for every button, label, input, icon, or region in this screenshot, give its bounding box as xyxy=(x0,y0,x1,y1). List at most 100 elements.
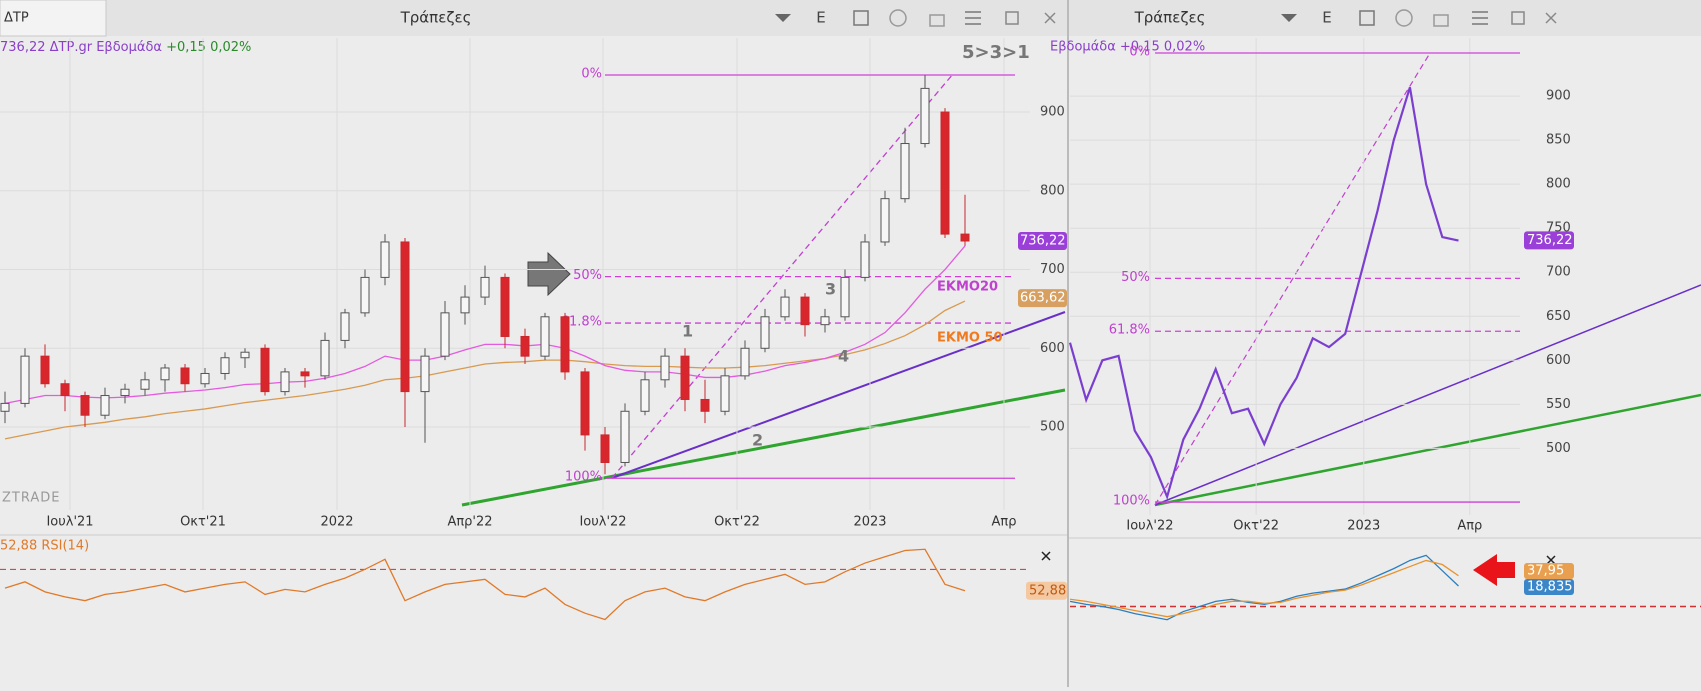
candle-body xyxy=(340,312,350,341)
price-line xyxy=(1068,86,1459,501)
price-tag-label: 663,62 xyxy=(1020,291,1066,306)
y-tick-label: 600 xyxy=(1040,341,1065,356)
candle-body xyxy=(900,143,910,200)
right-toolbar xyxy=(1069,0,1701,36)
candle-body xyxy=(840,276,850,318)
menu-button[interactable] xyxy=(965,11,981,25)
fib-label: 50% xyxy=(573,268,602,283)
trendline xyxy=(461,388,1066,507)
candle-body xyxy=(420,355,430,393)
panel-button[interactable] xyxy=(1359,10,1375,26)
dropdown[interactable] xyxy=(775,14,791,22)
close-pane[interactable] xyxy=(1546,555,1556,565)
e-button[interactable]: E xyxy=(1322,9,1331,27)
rsi-tag-label: 52,88 xyxy=(1029,583,1066,598)
candle-body xyxy=(880,198,890,243)
x-tick-label: Απρ xyxy=(1457,519,1482,534)
candle-body xyxy=(580,371,590,436)
x-tick-label: Απρ xyxy=(992,515,1017,530)
fib-label: 100% xyxy=(1113,494,1150,509)
ema20-line xyxy=(4,245,966,405)
candle-body xyxy=(820,316,830,326)
candle-body xyxy=(760,316,770,349)
wave-annotation: 1 xyxy=(682,322,693,341)
close-button[interactable] xyxy=(1044,12,1056,24)
info-line: Εβδομάδα +0,15 0,02% xyxy=(1050,40,1205,55)
candle-body xyxy=(620,410,630,463)
candle-body xyxy=(460,296,470,314)
candle-body xyxy=(540,316,550,357)
pointer-arrow xyxy=(527,251,571,297)
rsi-tag xyxy=(1026,581,1067,600)
fib-diagonal xyxy=(611,73,954,479)
wave-annotation: 4 xyxy=(838,347,849,366)
price-tag-label: 736,22 xyxy=(1527,233,1573,248)
candle-body xyxy=(920,87,930,145)
e-button[interactable]: E xyxy=(816,9,825,27)
candle-body xyxy=(160,367,170,381)
symbol-tab[interactable] xyxy=(0,0,107,37)
info-price: 736,22 xyxy=(0,40,46,55)
info-period: Εβδομάδα xyxy=(96,40,162,55)
price-tag xyxy=(1524,231,1574,250)
rsi-line xyxy=(4,548,966,621)
x-tick-label: 2022 xyxy=(320,515,353,530)
ema20-label: ΕΚΜΟ20 xyxy=(937,280,998,295)
quote-button[interactable] xyxy=(889,9,907,27)
symbol-tab-label: ΔΤΡ xyxy=(4,11,29,26)
wave-annotation: 5>3>1 xyxy=(962,42,1030,63)
candle-body xyxy=(20,355,30,404)
candle-body xyxy=(60,383,70,397)
candle-body xyxy=(800,296,810,326)
y-tick-label: 650 xyxy=(1546,309,1571,324)
rsi-title: 52,88 RSI(14) xyxy=(0,539,89,554)
candle-body xyxy=(280,371,290,393)
x-tick-label: Ιουλ'21 xyxy=(46,515,93,530)
quote-button[interactable] xyxy=(1395,9,1413,27)
fib-label: 50% xyxy=(1121,270,1150,285)
maximize-button[interactable] xyxy=(1005,11,1019,25)
lock-button[interactable] xyxy=(1433,14,1449,27)
info-line: 736,22 ΔΤΡ.gr Εβδομάδα +0,15 0,02% xyxy=(0,40,251,55)
y-tick-label: 550 xyxy=(1546,397,1571,412)
candle-body xyxy=(480,276,490,298)
trendline xyxy=(611,311,1066,479)
menu-button[interactable] xyxy=(1472,11,1488,25)
x-tick-label: Οκτ'22 xyxy=(1233,519,1279,534)
watermark: ZTRADE xyxy=(2,491,60,506)
fib-diagonal xyxy=(1154,52,1431,506)
x-tick-label: Ιουλ'22 xyxy=(579,515,626,530)
candle-body xyxy=(600,434,610,463)
candle-body xyxy=(740,347,750,377)
osc-tag-label: 18,835 xyxy=(1527,580,1573,595)
candle-body xyxy=(680,355,690,400)
candle-body xyxy=(720,375,730,412)
close-pane[interactable] xyxy=(1041,551,1051,561)
candle-body xyxy=(260,347,270,393)
close-button[interactable] xyxy=(1545,12,1557,24)
dropdown[interactable] xyxy=(1281,14,1297,22)
fib-label: 100% xyxy=(565,470,602,485)
lock-button[interactable] xyxy=(929,14,945,27)
info-change: +0,15 0,02% xyxy=(166,40,251,55)
price-tag xyxy=(1018,232,1067,251)
y-tick-label: 900 xyxy=(1546,89,1571,104)
y-tick-label: 800 xyxy=(1546,177,1571,192)
candle-body xyxy=(100,395,110,416)
candle-body xyxy=(960,233,970,242)
y-tick-label: 500 xyxy=(1546,441,1571,456)
maximize-button[interactable] xyxy=(1511,11,1525,25)
candle-body xyxy=(640,379,650,412)
x-tick-label: 2023 xyxy=(853,515,886,530)
y-tick-label: 500 xyxy=(1040,420,1065,435)
osc-line xyxy=(1069,554,1459,621)
candle-body xyxy=(180,367,190,385)
panel-button[interactable] xyxy=(853,10,869,26)
candle-body xyxy=(300,371,310,377)
candle-body xyxy=(660,355,670,381)
y-tick-label: 700 xyxy=(1546,265,1571,280)
info-symbol: ΔΤΡ.gr xyxy=(50,40,93,55)
candle-body xyxy=(140,379,150,390)
